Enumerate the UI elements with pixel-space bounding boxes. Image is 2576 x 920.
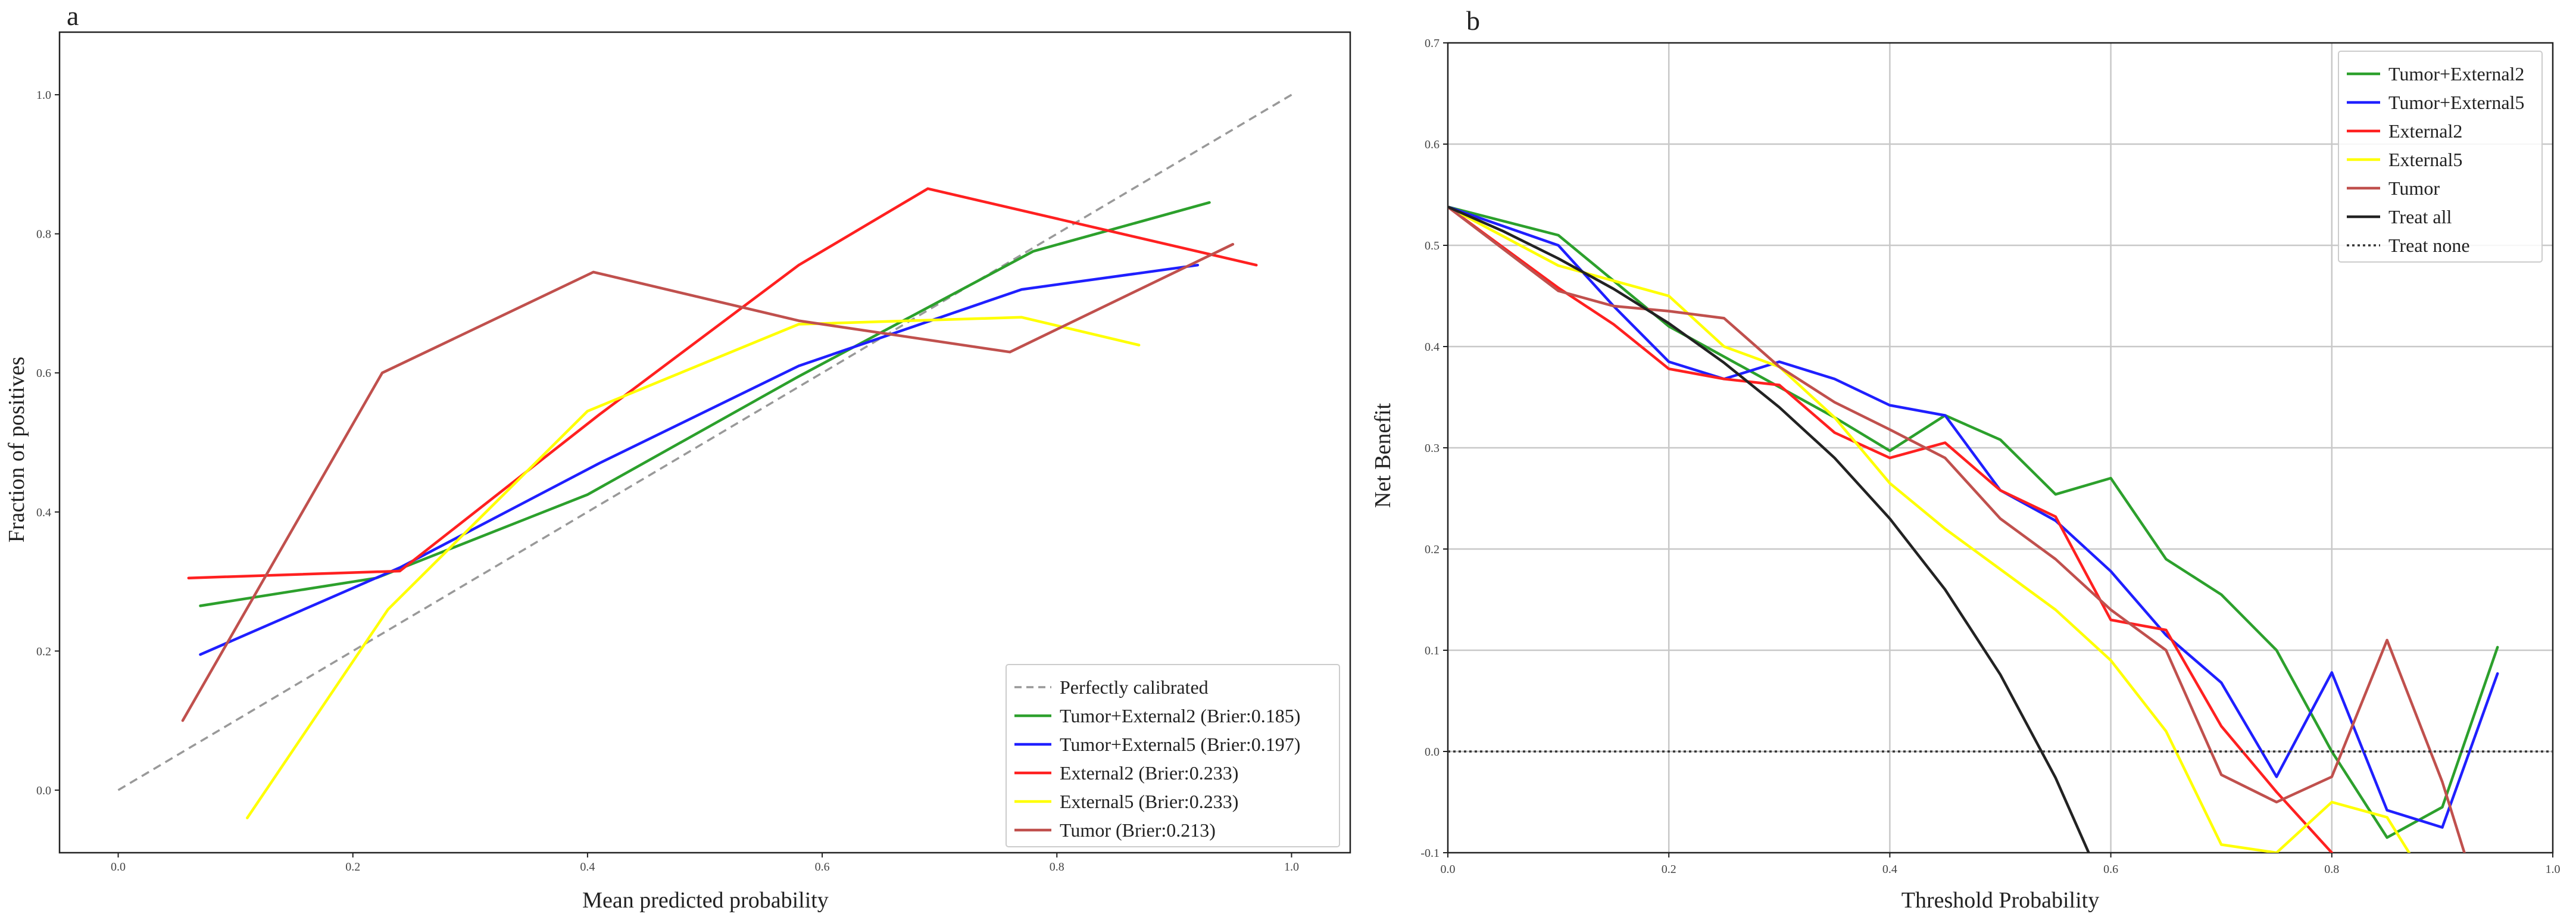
legend-label-tumor-external2: Tumor+External2: [2388, 63, 2524, 85]
calibration-axes: [58, 31, 1351, 854]
y-tick-label: 0.7: [1425, 37, 1440, 50]
y-tick-label: 1.0: [36, 89, 51, 102]
y-tick-label: 0.0: [1425, 746, 1440, 759]
y-tick-label: 0.4: [36, 506, 51, 519]
y-tick-label: 0.4: [1425, 341, 1440, 354]
series-line-external5: [246, 316, 1141, 819]
decision-curve-chart: b 0.0 0.2 0.4 0.6 0.8 1.0-0.10.00.10.20.30.40…: [1370, 5, 2561, 913]
series-line-tumor-external2: [1448, 205, 2499, 839]
series-line-tumor-external2: [199, 201, 1211, 607]
series-line-tumor-external5: [199, 263, 1200, 656]
series-line-treat-all: [1448, 205, 2090, 853]
series-line-perfectly-calibrated: [117, 93, 1292, 791]
legend-label-perfectly-calibrated: Perfectly calibrated: [1060, 676, 1209, 698]
y-tick-label: 0.6: [1425, 138, 1440, 151]
y-tick-label: 0.0: [36, 784, 51, 797]
legend-label-tumor: Tumor: [2388, 177, 2440, 199]
x-tick-label: 0.8: [2324, 863, 2339, 876]
series-line-external2: [1448, 205, 2334, 853]
panel-a-label: a: [67, 1, 79, 31]
x-tick-label: 0.2: [345, 860, 360, 874]
decision-curve-legend: Tumor+External2 Tumor+External5 External2 E…: [2338, 51, 2543, 263]
y-tick-label: 0.1: [1425, 644, 1440, 657]
legend-label-tumor: Tumor (Brier:0.213): [1060, 819, 1216, 841]
series-line-external2: [187, 187, 1258, 579]
legend-label-treat-all: Treat all: [2388, 206, 2452, 227]
legend-label-external2: External2 (Brier:0.233): [1060, 762, 1238, 784]
calibration-y-axis-title: Fraction of positives: [4, 357, 29, 542]
legend-box: [1006, 664, 1340, 847]
x-tick-label: 0.6: [2103, 863, 2118, 876]
legend-label-tumor-external5: Tumor+External5: [2388, 92, 2524, 113]
x-tick-label: 0.4: [1882, 863, 1897, 876]
legend-box: [2338, 51, 2543, 263]
x-tick-label: 1.0: [1284, 860, 1299, 874]
x-tick-label: 0.0: [1441, 863, 1456, 876]
x-tick-label: 0.2: [1662, 863, 1676, 876]
calibration-x-axis-title: Mean predicted probability: [582, 888, 829, 913]
y-tick-label: 0.2: [36, 645, 51, 658]
series-line-tumor: [181, 242, 1235, 722]
decision-curve-y-axis-title: Net Benefit: [1370, 403, 1395, 508]
plot-frame: [58, 31, 1351, 854]
decision-curve-series: [1448, 205, 2553, 853]
x-tick-label: 1.0: [2546, 863, 2561, 876]
decision-curve-x-axis-title: Threshold Probability: [1901, 888, 2099, 913]
legend-label-external5: External5 (Brier:0.233): [1060, 791, 1238, 812]
y-tick-label: 0.5: [1425, 239, 1440, 252]
y-tick-label: 0.8: [36, 228, 51, 241]
x-tick-label: 0.6: [815, 860, 830, 874]
y-tick-label: -0.1: [1420, 847, 1440, 860]
calibration-chart: a 0.0 0.2 0.4 0.6 0.8 1.0 0.0 0.2 0.4 0.6 0.8 1.0 M…: [4, 1, 1351, 913]
series-line-tumor: [1448, 205, 2466, 853]
panel-b-label: b: [1466, 5, 1480, 36]
calibration-ticks: 0.0 0.2 0.4 0.6 0.8 1.0 0.0 0.2 0.4 0.6 0.8 1.0: [36, 89, 1299, 874]
y-tick-label: 0.2: [1425, 543, 1440, 556]
x-tick-label: 0.8: [1050, 860, 1064, 874]
x-tick-label: 0.0: [111, 860, 126, 874]
series-line-external5: [1448, 205, 2410, 853]
legend-label-treat-none: Treat none: [2388, 235, 2470, 256]
x-tick-label: 0.4: [580, 860, 595, 874]
y-tick-label: 0.6: [36, 367, 51, 380]
y-tick-label: 0.3: [1425, 442, 1440, 455]
legend-label-tumor-external5: Tumor+External5 (Brier:0.197): [1060, 734, 1300, 755]
legend-label-external5: External5: [2388, 149, 2462, 170]
legend-label-external2: External2: [2388, 120, 2462, 142]
calibration-legend: Perfectly calibrated Tumor+External2 (Bri…: [1006, 664, 1340, 847]
decision-curve-ticks: 0.0 0.2 0.4 0.6 0.8 1.0-0.10.00.10.20.30.40.5…: [1420, 37, 2560, 876]
legend-label-tumor-external2: Tumor+External2 (Brier:0.185): [1060, 705, 1300, 726]
calibration-series: [117, 93, 1292, 819]
